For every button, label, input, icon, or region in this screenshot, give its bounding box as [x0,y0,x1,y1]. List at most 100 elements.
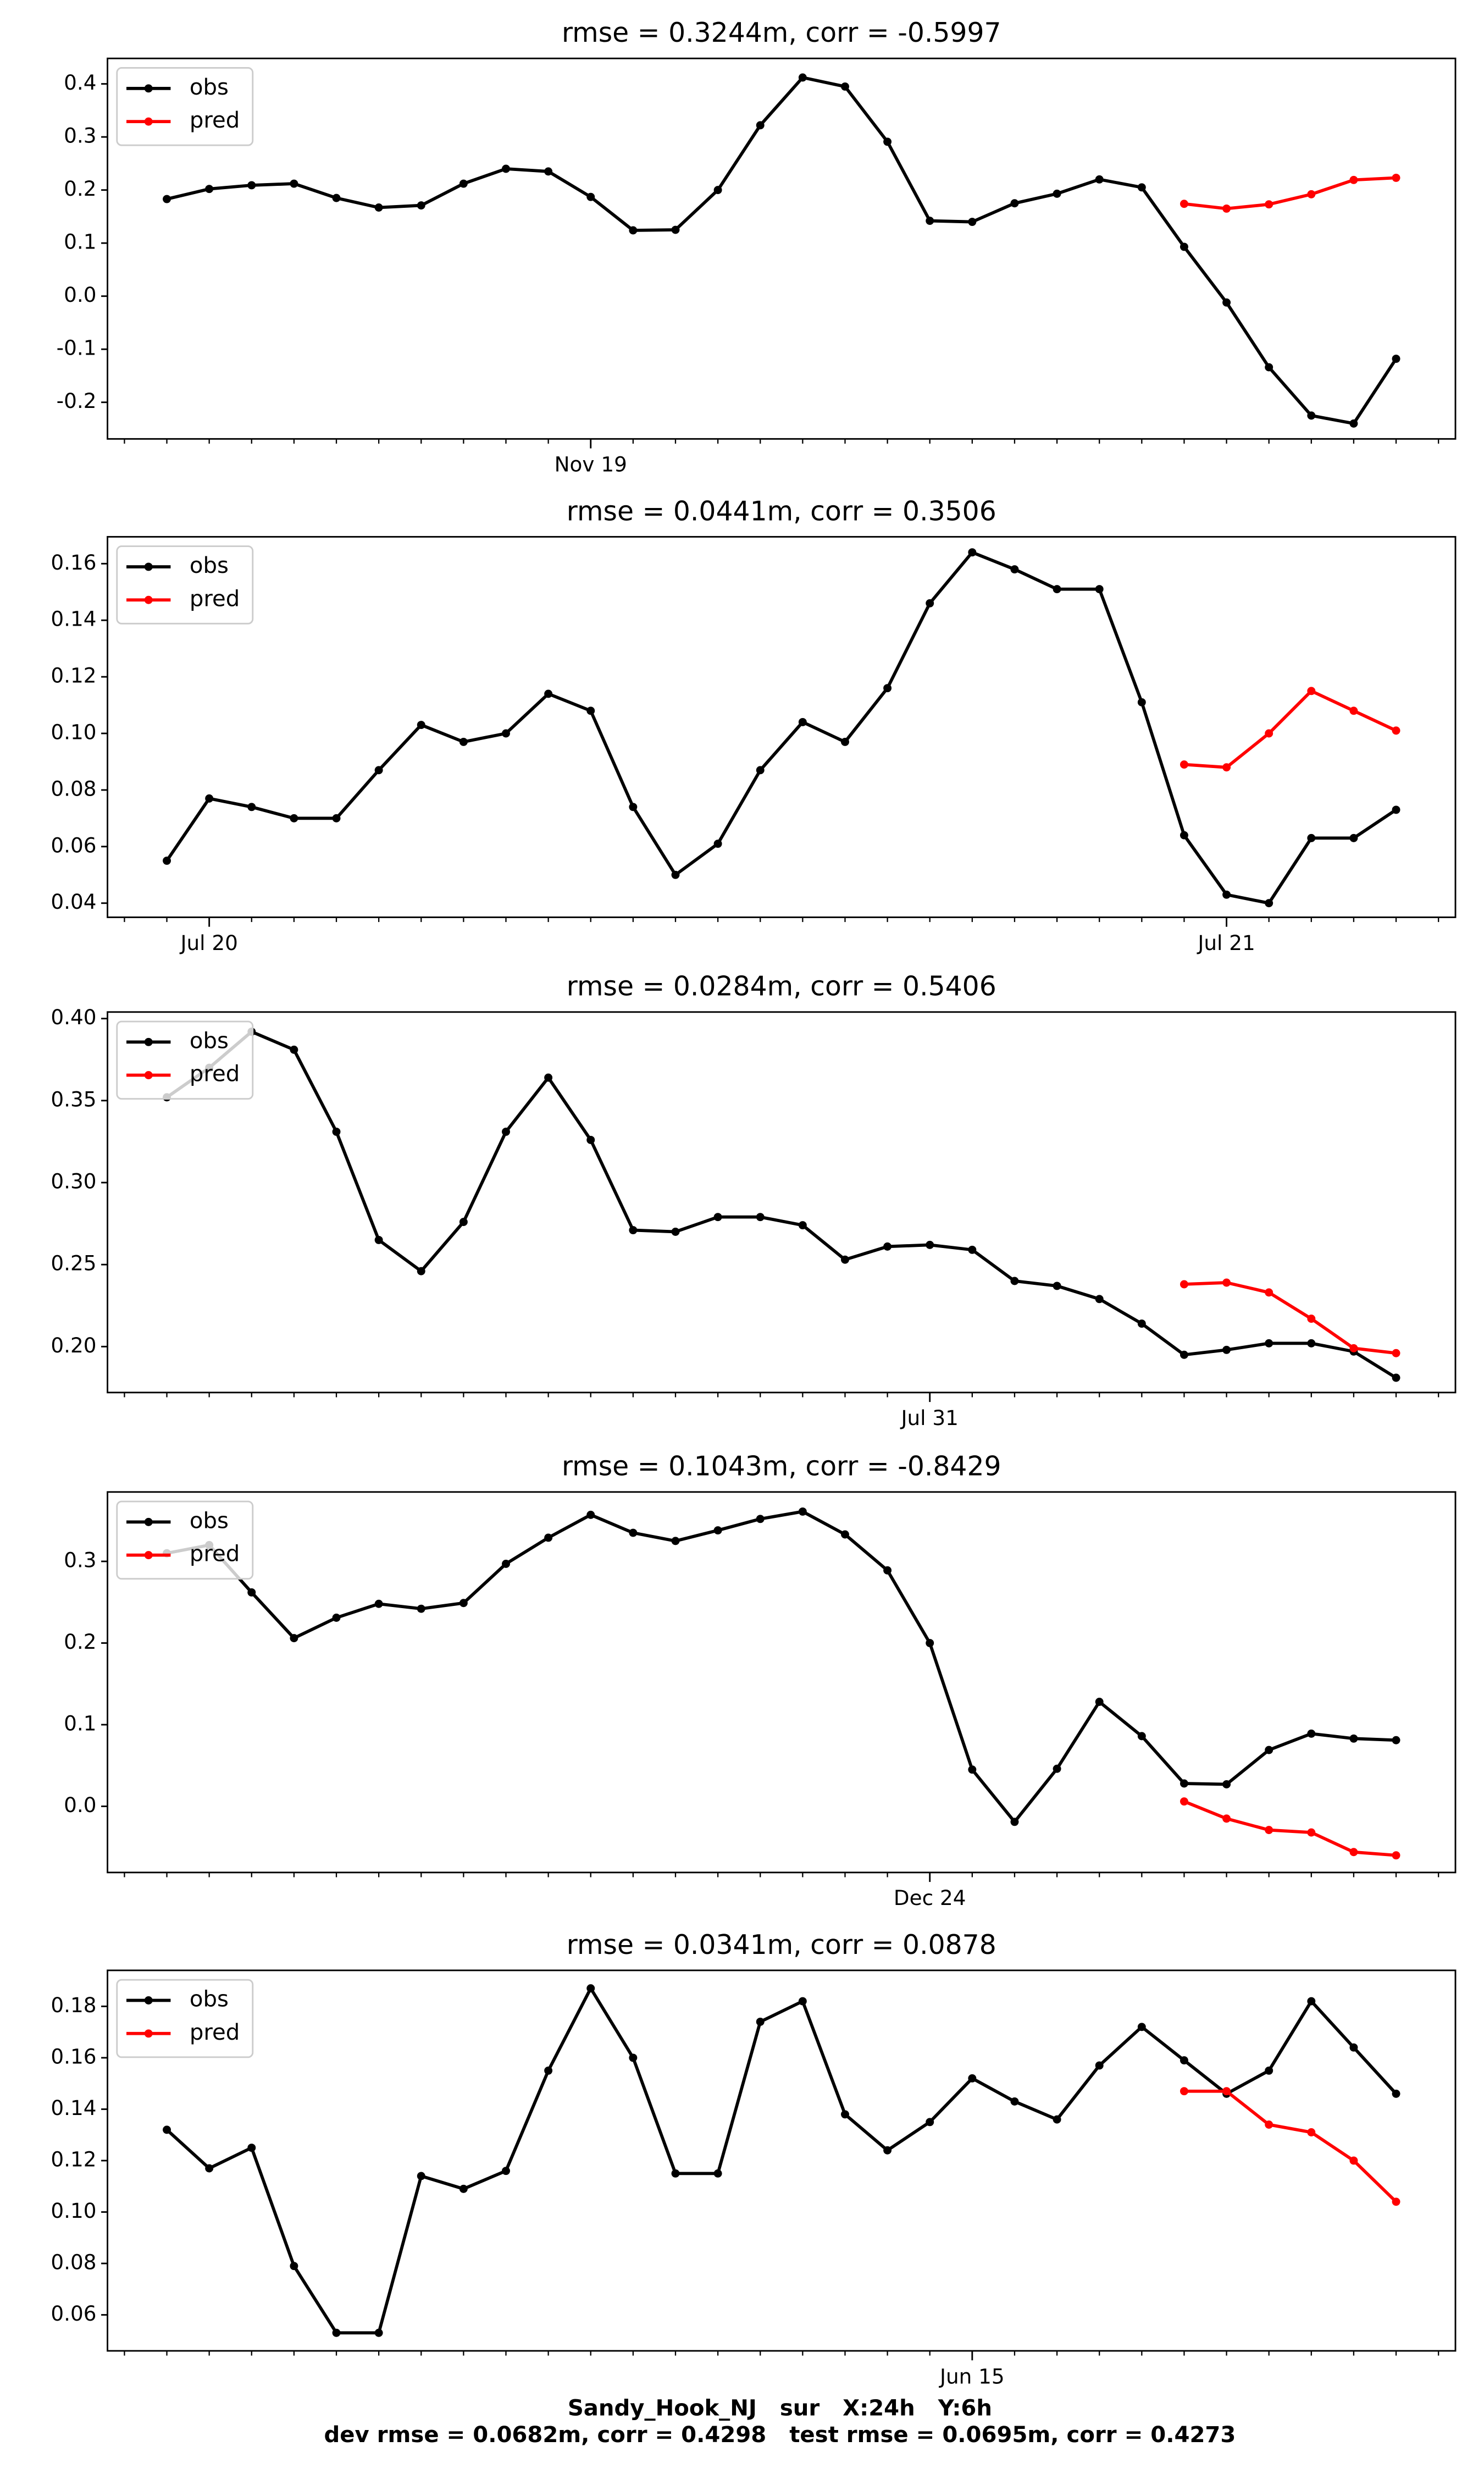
legend-marker [144,117,153,126]
data-point [374,1599,383,1608]
data-point [1222,2087,1231,2096]
y-tick-label: 0.18 [51,1993,96,2017]
x-tick-label: Jul 31 [900,1406,959,1430]
legend-marker [144,1517,153,1526]
y-tick-label: 0.0 [64,283,96,307]
data-point [756,766,765,775]
data-point [1349,1344,1358,1352]
data-point [1010,199,1019,208]
data-point [756,1213,765,1222]
data-point [1010,1277,1019,1285]
data-point [713,2169,722,2178]
data-point [332,1614,341,1622]
y-tick-label: 0.10 [51,720,96,744]
data-point [417,1267,425,1275]
y-tick-label: 0.40 [51,1005,96,1029]
data-point [926,2118,934,2127]
y-tick-label: 0.06 [51,2301,96,2326]
y-tick-label: 0.12 [51,2147,96,2171]
series-line [1184,176,1397,211]
data-point [1265,1288,1273,1297]
data-point [1392,805,1400,814]
legend-marker [144,1996,153,2004]
data-point [1222,1780,1231,1788]
data-point [926,1240,934,1249]
legend-box [116,1979,254,2058]
data-point [290,179,298,188]
data-point [544,1533,553,1542]
data-point [544,1073,553,1082]
data-point [968,218,977,227]
x-tick-label: Jul 20 [179,931,237,955]
data-point [502,164,510,173]
data-point [1095,2061,1104,2070]
data-point [247,1588,256,1597]
data-point [841,2110,849,2119]
data-point [1180,242,1188,251]
y-tick-label: 0.12 [51,664,96,688]
data-point [459,2184,468,2193]
data-point [1137,1732,1146,1741]
data-point [671,1228,680,1236]
data-point [1349,833,1358,842]
data-point [1265,1339,1273,1348]
y-tick-label: 0.2 [64,176,96,201]
plot-frame [107,1491,1457,1874]
data-point [841,1530,849,1539]
data-point [1349,1848,1358,1857]
data-point [1265,1746,1273,1754]
chart-title: rmse = 0.1043m, corr = -0.8429 [562,1451,1001,1482]
series-line [166,1510,1397,1825]
series-line [1184,1281,1397,1355]
data-point [1392,2197,1400,2206]
x-tick-label: Jul 21 [1197,931,1255,955]
data-point [163,2125,171,2134]
legend-marker [144,1551,153,1560]
data-point [544,689,553,698]
y-tick-label: 0.35 [51,1087,96,1111]
y-tick-label: 0.06 [51,833,96,857]
data-point [926,217,934,225]
y-tick-label: 0.30 [51,1169,96,1194]
data-point [1265,363,1273,372]
data-point [1095,1698,1104,1706]
legend-label: pred [190,1542,240,1567]
legend-label: obs [190,1986,229,2012]
data-point [1265,2120,1273,2129]
data-point [1053,1764,1061,1773]
data-point [629,1226,638,1235]
y-tick-label: 0.14 [51,607,96,631]
data-point [1180,200,1188,208]
x-tick-label: Jun 15 [939,2364,1005,2388]
data-point [1307,1729,1316,1738]
data-point [1307,1315,1316,1323]
data-point [1137,698,1146,706]
data-point [1349,2043,1358,2052]
data-point [713,186,722,195]
data-point [1095,585,1104,594]
data-point [1137,183,1146,192]
data-point [247,181,256,190]
data-point [1307,411,1316,420]
data-point [756,2017,765,2026]
data-point [1392,1349,1400,1357]
y-tick-label: 0.16 [51,550,96,575]
data-point [332,1128,341,1136]
data-point [290,814,298,822]
data-point [926,1639,934,1648]
data-point [1265,200,1273,209]
series-line [1184,2089,1398,2203]
series-line [1184,689,1397,769]
footer-line: dev rmse = 0.0682m, corr = 0.4298 test r… [324,2422,1236,2448]
data-point [332,814,341,822]
data-point [671,225,680,234]
data-point [417,201,425,210]
data-point [1392,355,1400,363]
y-tick-label: 0.0 [64,1793,96,1817]
data-point [798,1221,807,1230]
legend-marker [144,595,153,604]
legend-marker [144,1037,153,1046]
y-tick-label: 0.3 [64,1548,96,1572]
